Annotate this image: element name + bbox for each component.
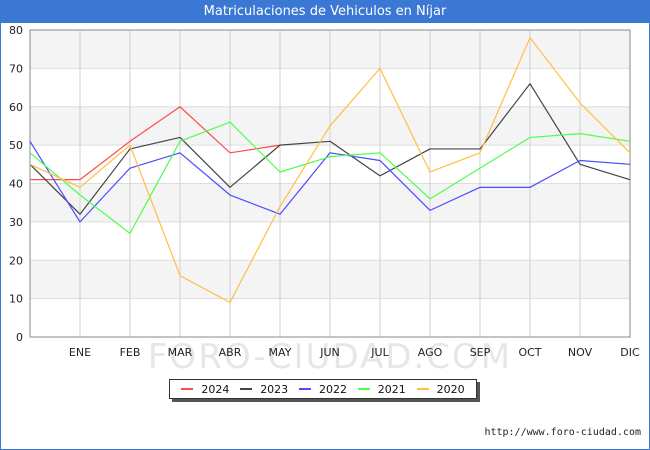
x-tick-label: ENE [69,346,91,359]
x-tick-label: DIC [620,346,640,359]
legend-swatch [416,388,429,390]
legend-swatch [181,388,194,390]
legend-label: 2022 [318,382,347,396]
x-tick-label: MAR [168,346,193,359]
legend: 2024 2023 2022 2021 2020 [169,379,477,399]
legend-item-2021: 2021 [357,382,406,396]
legend-swatch [298,388,311,390]
legend-swatch [357,388,370,390]
x-tick-label: AGO [418,346,443,359]
y-tick-label: 70 [9,62,23,75]
x-tick-label: NOV [568,346,593,359]
y-tick-label: 20 [9,254,23,267]
legend-label: 2021 [377,382,406,396]
credit-url: http://www.foro-ciudad.com [484,427,641,438]
legend-label: 2023 [260,382,289,396]
y-tick-label: 80 [9,24,23,37]
series-line-2022 [29,140,631,223]
y-tick-label: 30 [9,216,23,229]
legend-label: 2020 [436,382,465,396]
legend-item-2020: 2020 [416,382,465,396]
x-tick-label: JUL [370,346,389,359]
y-tick-label: 50 [9,139,23,152]
y-tick-label: 10 [9,293,23,306]
chart-title: Matriculaciones de Vehiculos en Níjar [0,0,650,23]
y-tick-label: 60 [9,101,23,114]
legend-swatch [240,388,253,390]
series-line-2023 [29,83,631,215]
x-tick-label: SEP [470,346,491,359]
x-tick-label: JUN [319,346,340,359]
series-line-2021 [29,121,631,234]
x-tick-label: OCT [518,346,541,359]
legend-label: 2024 [201,382,230,396]
legend-item-2024: 2024 [181,383,229,396]
legend-item-2022: 2022 [298,382,347,396]
series-line-2020 [29,37,631,304]
x-tick-label: FEB [120,346,141,359]
x-tick-label: MAY [269,346,292,359]
plot-border [29,29,631,338]
y-tick-label: 40 [9,178,23,191]
x-tick-label: ABR [219,346,242,359]
watermark: FORO-CIUDAD.COM [148,337,512,377]
series-line-2024 [30,106,281,181]
legend-item-2023: 2023 [240,383,288,396]
y-tick-label: 0 [16,331,23,344]
